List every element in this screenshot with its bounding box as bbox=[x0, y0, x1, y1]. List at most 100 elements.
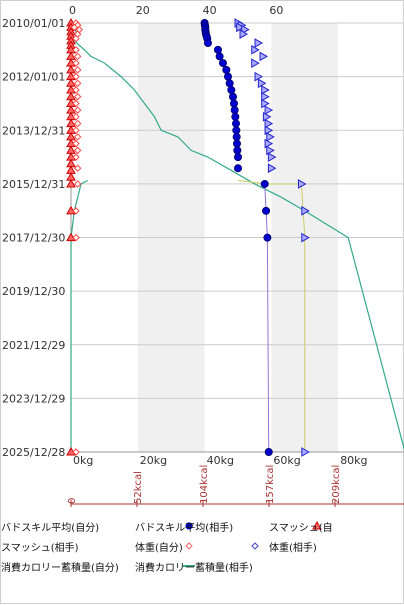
weight-opponent-point-8 bbox=[251, 58, 260, 68]
kg-tick-label-0: 0kg bbox=[73, 454, 93, 467]
weight-self-point-2 bbox=[70, 23, 79, 32]
skill-opponent-point-25 bbox=[233, 153, 242, 162]
weight-self-point-8 bbox=[72, 59, 80, 67]
date-tick-label-5: 2019/12/30 bbox=[2, 285, 65, 298]
date-tick-label-1: 2012/01/01 bbox=[2, 71, 65, 84]
kcal-tick-label-2: 104kcal bbox=[199, 465, 210, 504]
skill-opponent-point-19 bbox=[231, 112, 240, 121]
skill-opponent-point-23 bbox=[232, 139, 241, 148]
legend-label: バドスキル平均(相手) bbox=[135, 523, 234, 534]
kcal-tick-label-1: 52kcal bbox=[133, 471, 144, 504]
legend-item-2: スマッシュ(自 bbox=[269, 519, 333, 534]
skill-opponent-point-16 bbox=[228, 92, 237, 101]
weight-opponent-point-13 bbox=[261, 98, 270, 109]
weight-opponent-point-12 bbox=[261, 91, 270, 102]
date-tick-label-0: 2010/01/01 bbox=[2, 17, 65, 30]
skill-opponent-point-8 bbox=[203, 39, 212, 48]
weight-self-point-21 bbox=[73, 146, 82, 155]
legend-item-1: バドスキル平均(相手) bbox=[135, 519, 233, 534]
skill-opponent-point-9 bbox=[213, 45, 222, 54]
weight-opponent-point-9 bbox=[254, 71, 264, 82]
weight-self-point-7 bbox=[73, 52, 82, 61]
weight-self-point-5 bbox=[72, 34, 80, 43]
top-tick-label-3: 60 bbox=[269, 4, 283, 17]
skill-opponent-point-15 bbox=[227, 85, 236, 94]
kcal-tick-label-0: 0 bbox=[67, 498, 78, 504]
top-tick-label-0: 0 bbox=[69, 4, 76, 17]
skill-opponent-point-14 bbox=[225, 79, 234, 88]
legend-label: スマッシュ(自 bbox=[269, 523, 333, 534]
skill-opponent-point-11 bbox=[218, 59, 227, 68]
kcal-tick-label-4: 209kcal bbox=[331, 465, 342, 504]
weight-opponent-point-19 bbox=[264, 138, 274, 149]
kg-tick-label-2: 40kg bbox=[207, 454, 234, 467]
weight-opponent-point-4 bbox=[239, 29, 249, 39]
legend-marker-1 bbox=[185, 522, 193, 530]
skill-opponent-point-17 bbox=[229, 99, 238, 108]
date-tick-label-8: 2025/12/28 bbox=[2, 446, 65, 459]
weight-opponent-point-21 bbox=[267, 152, 277, 162]
weight-self-point-17 bbox=[73, 119, 82, 128]
weight-opponent-point-23 bbox=[297, 179, 307, 189]
weight-self-point-18 bbox=[72, 126, 80, 135]
weight-self-point-14 bbox=[72, 99, 80, 108]
skill-opponent-point-22 bbox=[232, 132, 241, 141]
legend-marker-5 bbox=[251, 542, 259, 550]
date-tick-label-7: 2023/12/29 bbox=[2, 392, 65, 405]
skill-opponent-point-29 bbox=[263, 233, 272, 242]
skill-opponent-point-13 bbox=[223, 72, 232, 81]
weight-opponent-point-15 bbox=[262, 111, 272, 122]
legend-item-3: スマッシュ(相手) bbox=[1, 539, 79, 554]
skill-opponent-point-28 bbox=[262, 206, 271, 215]
legend-label: 体重(自分) bbox=[135, 543, 183, 554]
series-calorie-opponent-line bbox=[70, 22, 404, 451]
skill-opponent-point-21 bbox=[232, 126, 241, 135]
kg-tick-label-1: 20kg bbox=[140, 454, 167, 467]
weight-self-point-10 bbox=[72, 72, 80, 81]
weight-opponent-point-14 bbox=[264, 105, 274, 115]
skill-opponent-point-24 bbox=[233, 146, 242, 155]
skill-opponent-point-18 bbox=[230, 106, 239, 115]
kcal-tick-label-3: 157kcal bbox=[265, 465, 276, 504]
legend-item-7: 消費カロリー蓄積量(相手) bbox=[135, 559, 253, 574]
weight-opponent-point-6 bbox=[251, 44, 260, 55]
weight-self-point-19 bbox=[73, 133, 82, 141]
weight-opponent-point-7 bbox=[259, 51, 269, 62]
legend-label: スマッシュ(相手) bbox=[1, 543, 79, 554]
weight-self-point-12 bbox=[72, 86, 80, 94]
series-calorie-self-line bbox=[70, 179, 88, 452]
legend-marker-2 bbox=[312, 520, 322, 530]
top-tick-label-1: 20 bbox=[136, 4, 150, 17]
weight-opponent-point-2 bbox=[236, 22, 245, 33]
series-skill-self-line bbox=[264, 183, 270, 453]
weight-opponent-point-10 bbox=[257, 78, 267, 89]
date-tick-label-2: 2013/12/31 bbox=[2, 124, 65, 137]
legend-label: 消費カロリー蓄積量(自分) bbox=[1, 563, 119, 574]
weight-self-point-16 bbox=[72, 113, 80, 121]
weight-opponent-point-5 bbox=[254, 38, 264, 48]
skill-opponent-point-30 bbox=[264, 447, 273, 456]
weight-self-point-27 bbox=[72, 448, 80, 456]
legend-label: バドスキル平均(自分) bbox=[1, 523, 100, 534]
legend-marker-4 bbox=[185, 542, 193, 550]
weight-opponent-point-16 bbox=[264, 118, 274, 129]
weight-self-point-13 bbox=[73, 93, 82, 101]
skill-opponent-point-27 bbox=[260, 179, 269, 188]
weight-opponent-point-25 bbox=[301, 232, 310, 243]
weight-opponent-point-20 bbox=[266, 145, 275, 156]
weight-opponent-point-22 bbox=[267, 163, 277, 174]
weight-self-point-25 bbox=[72, 207, 80, 215]
skill-opponent-point-26 bbox=[233, 164, 242, 173]
legend-item-5: 体重(相手) bbox=[269, 539, 317, 554]
legend-label: 体重(相手) bbox=[269, 543, 317, 554]
weight-self-point-15 bbox=[73, 106, 82, 114]
date-tick-label-4: 2017/12/30 bbox=[2, 232, 65, 245]
weight-self-point-9 bbox=[73, 66, 82, 74]
legend-label: 消費カロリー蓄積量(相手) bbox=[135, 563, 253, 574]
weight-self-point-26 bbox=[72, 233, 80, 242]
date-tick-label-3: 2015/12/31 bbox=[2, 178, 65, 191]
kg-tick-label-4: 80kg bbox=[340, 454, 367, 467]
weight-opponent-point-18 bbox=[266, 132, 275, 142]
